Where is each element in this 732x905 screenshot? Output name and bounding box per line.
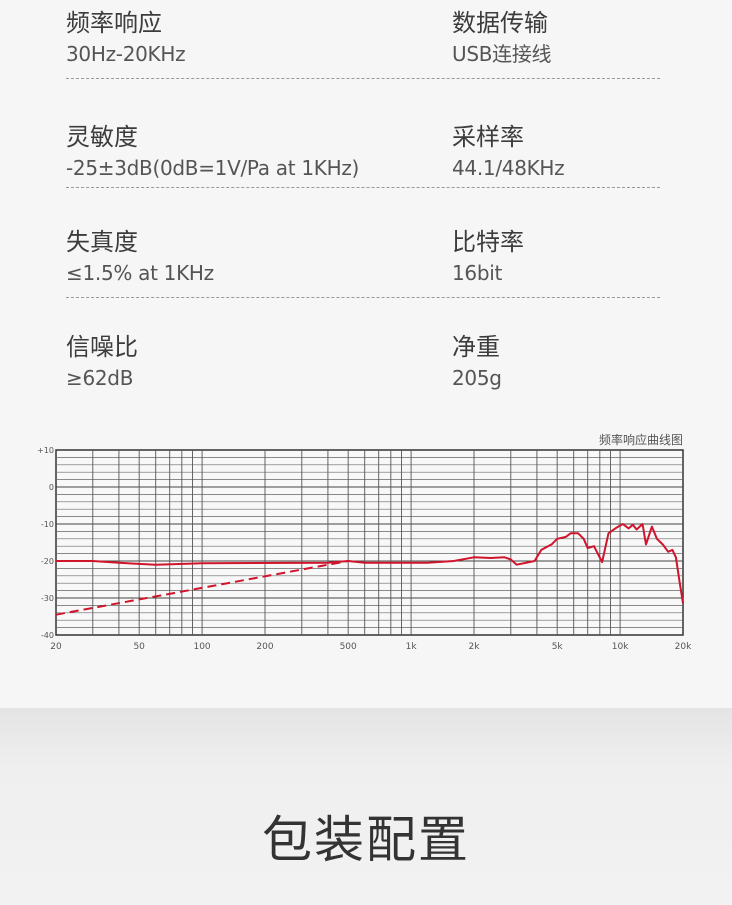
y-tick-label: -10 — [41, 520, 54, 529]
spec-value: -25±3dB(0dB=1V/Pa at 1KHz) — [66, 156, 360, 180]
x-tick-label: 10k — [612, 642, 629, 652]
x-tick-label: 500 — [340, 642, 357, 652]
section-title: 包装配置 — [262, 811, 470, 869]
x-tick-label: 50 — [133, 642, 145, 652]
chart-series — [55, 523, 684, 616]
spec-value: 44.1/48KHz — [452, 156, 565, 180]
plot-frame — [55, 449, 684, 636]
section-band — [0, 708, 732, 905]
spec-row: 失真度 ≤1.5% at 1KHz 比特率 16bit — [66, 227, 660, 307]
chart-grid — [55, 449, 684, 636]
spec-value: USB连接线 — [452, 42, 552, 66]
chart-title: 频率响应曲线图 — [599, 432, 683, 447]
spec-label: 数据传输 — [452, 9, 548, 37]
spec-label: 比特率 — [452, 228, 524, 256]
x-tick-label: 5k — [552, 642, 564, 652]
x-tick-label: 200 — [256, 642, 273, 652]
y-tick-label: 0 — [49, 483, 54, 492]
dashed-divider — [66, 187, 660, 188]
spec-value: 30Hz-20KHz — [66, 42, 186, 66]
spec-value: ≥62dB — [66, 366, 134, 390]
spec-label: 信噪比 — [66, 333, 138, 361]
spec-value: 16bit — [452, 261, 503, 285]
spec-label: 失真度 — [66, 228, 138, 256]
spec-row: 信噪比 ≥62dB 净重 205g — [66, 332, 660, 412]
spec-label: 频率响应 — [66, 9, 162, 37]
x-tick-label: 1k — [406, 642, 418, 652]
y-tick-label: -40 — [41, 631, 54, 640]
spec-label: 灵敏度 — [66, 123, 138, 151]
spec-row: 频率响应 30Hz-20KHz 数据传输 USB连接线 — [66, 8, 660, 88]
frequency-response-chart: 频率响应曲线图 20 50 100 200 500 1k 2k 5k 10k 20k +10 0 -10… — [37, 432, 692, 652]
y-tick-label: -20 — [41, 557, 54, 566]
x-tick-label: 20 — [50, 642, 62, 652]
spec-label: 净重 — [452, 333, 500, 361]
dashed-divider — [66, 78, 660, 79]
x-tick-label: 2k — [469, 642, 481, 652]
response-curve — [56, 523, 684, 604]
spec-row: 灵敏度 -25±3dB(0dB=1V/Pa at 1KHz) 采样率 44.1/48… — [66, 122, 660, 202]
x-tick-label: 20k — [675, 642, 692, 652]
y-tick-label: -30 — [41, 594, 54, 603]
spec-value: 205g — [452, 366, 502, 390]
reference-dashed-line — [55, 560, 349, 616]
x-tick-label: 100 — [193, 642, 210, 652]
y-tick-label: +10 — [37, 446, 54, 455]
chart-ticks: 20 50 100 200 500 1k 2k 5k 10k 20k +10 0 -10 -20 -30 -4… — [37, 446, 692, 652]
spec-value: ≤1.5% at 1KHz — [66, 261, 214, 285]
spec-label: 采样率 — [452, 123, 524, 151]
dashed-divider — [66, 297, 660, 298]
